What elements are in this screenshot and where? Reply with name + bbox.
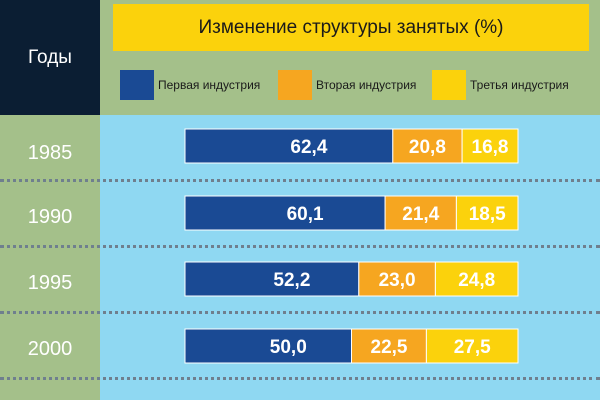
legend-item-tertiary: Третья индустрия xyxy=(432,70,569,100)
legend-swatch-secondary xyxy=(278,70,312,100)
legend-item-primary: Первая индустрия xyxy=(120,70,260,100)
legend-item-secondary: Вторая индустрия xyxy=(278,70,416,100)
data-label-primary-1990: 60,1 xyxy=(287,204,324,225)
legend-label-tertiary: Третья индустрия xyxy=(470,78,569,92)
data-label-primary-1995: 52,2 xyxy=(273,270,310,291)
data-label-secondary-1990: 21,4 xyxy=(402,204,439,225)
data-label-secondary-1995: 23,0 xyxy=(379,270,416,291)
bar-primary-1985 xyxy=(184,128,394,164)
row-separator xyxy=(0,179,600,182)
years-header: Годы xyxy=(0,0,100,115)
data-label-tertiary-1995: 24,8 xyxy=(458,270,495,291)
bar-tertiary-1990 xyxy=(455,195,519,231)
legend-label-primary: Первая индустрия xyxy=(158,78,261,92)
row-separator xyxy=(0,377,600,380)
legend-label-secondary: Вторая индустрия xyxy=(316,78,417,92)
data-label-tertiary-1985: 16,8 xyxy=(472,137,509,158)
years-heading: Годы xyxy=(28,46,72,68)
data-label-tertiary-2000: 27,5 xyxy=(454,337,491,358)
year-label-1990: 1990 xyxy=(27,206,73,228)
bar-tertiary-2000 xyxy=(425,328,519,364)
data-label-secondary-2000: 22,5 xyxy=(371,337,408,358)
year-label-2000: 2000 xyxy=(27,338,73,360)
data-label-primary-2000: 50,0 xyxy=(270,337,307,358)
row-separator xyxy=(0,245,600,248)
data-label-tertiary-1990: 18,5 xyxy=(469,204,506,225)
year-label-1985: 1985 xyxy=(27,142,73,164)
year-label-1995: 1995 xyxy=(27,272,73,294)
bar-primary-1995 xyxy=(184,261,360,297)
legend-swatch-primary xyxy=(120,70,154,100)
data-label-primary-1985: 62,4 xyxy=(290,137,327,158)
legend-swatch-tertiary xyxy=(432,70,466,100)
bar-tertiary-1995 xyxy=(434,261,519,297)
bar-primary-2000 xyxy=(184,328,352,364)
data-label-secondary-1985: 20,8 xyxy=(409,137,446,158)
bar-primary-1990 xyxy=(184,195,386,231)
bar-secondary-2000 xyxy=(351,328,427,364)
chart-title-box: Изменение структуры занятых (%) xyxy=(113,4,589,51)
bar-tertiary-1985 xyxy=(461,128,519,164)
chart-title: Изменение структуры занятых (%) xyxy=(198,16,504,38)
row-separator xyxy=(0,311,600,314)
